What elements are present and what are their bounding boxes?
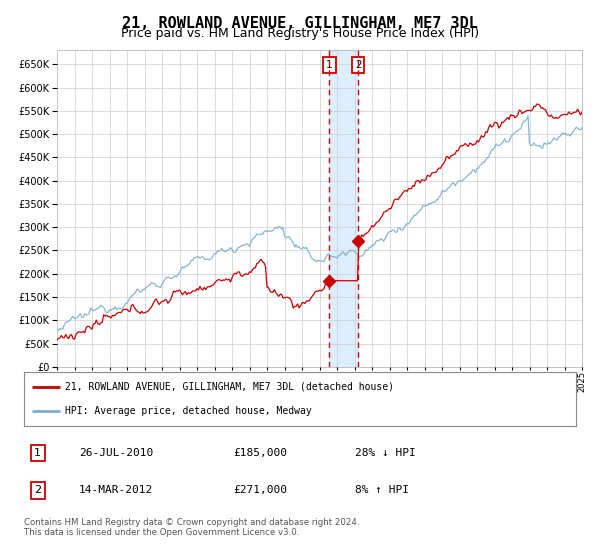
- Text: HPI: Average price, detached house, Medway: HPI: Average price, detached house, Medw…: [65, 406, 312, 416]
- Text: 21, ROWLAND AVENUE, GILLINGHAM, ME7 3DL (detached house): 21, ROWLAND AVENUE, GILLINGHAM, ME7 3DL …: [65, 382, 394, 392]
- Text: 21, ROWLAND AVENUE, GILLINGHAM, ME7 3DL: 21, ROWLAND AVENUE, GILLINGHAM, ME7 3DL: [122, 16, 478, 31]
- Text: Price paid vs. HM Land Registry's House Price Index (HPI): Price paid vs. HM Land Registry's House …: [121, 27, 479, 40]
- Text: 8% ↑ HPI: 8% ↑ HPI: [355, 486, 409, 496]
- Text: Contains HM Land Registry data © Crown copyright and database right 2024.
This d: Contains HM Land Registry data © Crown c…: [24, 518, 359, 538]
- Text: 28% ↓ HPI: 28% ↓ HPI: [355, 448, 416, 458]
- Text: 1: 1: [326, 59, 333, 69]
- Bar: [329, 50, 358, 367]
- Text: £271,000: £271,000: [234, 486, 288, 496]
- Text: £185,000: £185,000: [234, 448, 288, 458]
- Text: 26-JUL-2010: 26-JUL-2010: [79, 448, 154, 458]
- Text: 14-MAR-2012: 14-MAR-2012: [79, 486, 154, 496]
- Text: 1: 1: [34, 448, 41, 458]
- Bar: [573, 50, 582, 367]
- Text: 2: 2: [355, 59, 361, 69]
- Text: 2: 2: [34, 486, 41, 496]
